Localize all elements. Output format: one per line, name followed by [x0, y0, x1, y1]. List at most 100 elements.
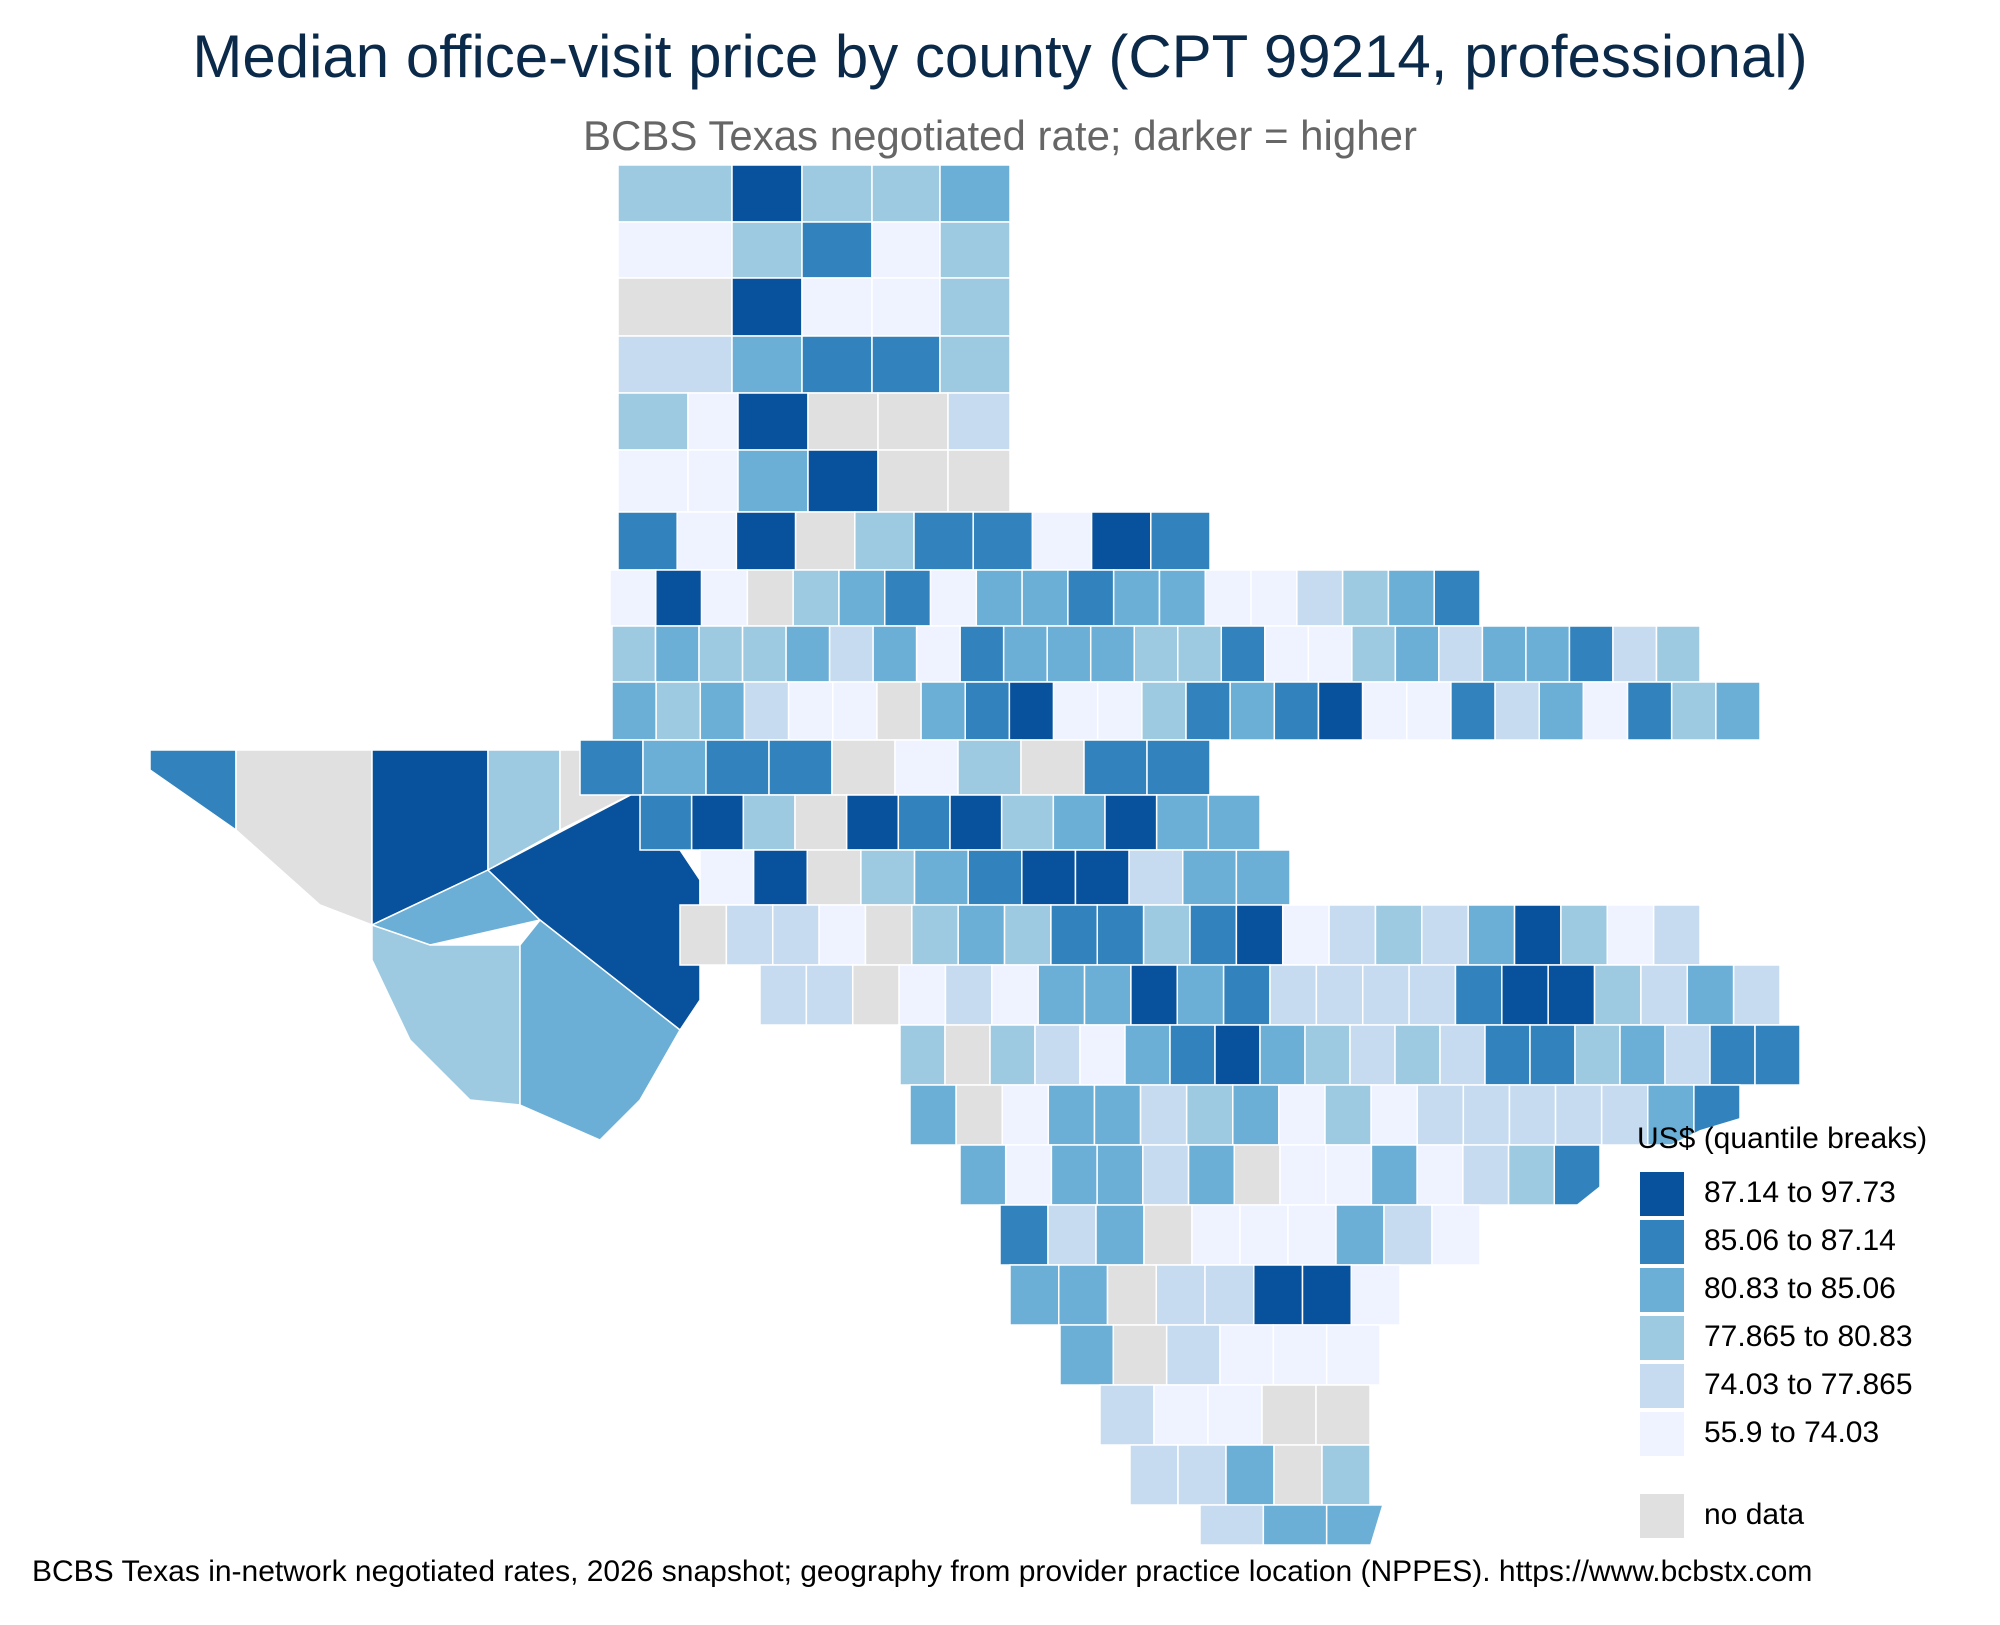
county — [989, 1024, 1036, 1086]
county — [1169, 1024, 1216, 1086]
county — [1508, 1084, 1557, 1146]
county — [1259, 1024, 1306, 1086]
county — [792, 569, 840, 627]
county — [1112, 1324, 1168, 1386]
county — [897, 794, 951, 851]
legend-label: 80.83 to 85.06 — [1704, 1272, 1896, 1305]
county — [899, 1024, 946, 1086]
county — [699, 681, 746, 741]
legend-item: 85.06 to 87.14 — [1640, 1218, 1960, 1266]
county — [1106, 1264, 1157, 1326]
county — [737, 449, 809, 513]
county — [1328, 904, 1377, 966]
county — [1529, 1024, 1576, 1086]
county — [1050, 1144, 1098, 1206]
legend-item: 80.83 to 85.06 — [1640, 1266, 1960, 1314]
county — [1321, 1444, 1371, 1506]
legend-label: no data — [1704, 1498, 1805, 1531]
county — [1232, 1084, 1280, 1146]
county — [838, 569, 886, 627]
county — [1538, 681, 1585, 741]
county — [939, 335, 1011, 394]
county — [609, 569, 657, 627]
county — [1204, 1264, 1255, 1326]
county — [1046, 625, 1092, 683]
county — [1067, 569, 1115, 627]
county — [1525, 625, 1571, 683]
county — [1004, 1144, 1053, 1206]
county — [1351, 625, 1397, 683]
county — [1165, 1324, 1221, 1386]
county — [871, 221, 941, 279]
county — [920, 681, 966, 741]
legend-swatch — [1640, 1494, 1684, 1538]
county — [1501, 964, 1549, 1026]
county — [1204, 569, 1252, 627]
county — [1454, 964, 1503, 1026]
county — [999, 1204, 1049, 1266]
county — [1341, 569, 1390, 627]
county — [1462, 1084, 1511, 1146]
county — [1150, 511, 1211, 571]
county — [1142, 1144, 1190, 1206]
county — [964, 681, 1011, 741]
county — [975, 569, 1023, 627]
county — [871, 277, 941, 337]
county — [737, 392, 809, 451]
county — [785, 625, 831, 683]
county — [1278, 1084, 1326, 1146]
county — [1281, 904, 1330, 966]
county — [794, 511, 856, 571]
county — [676, 511, 738, 571]
county — [1513, 904, 1562, 966]
county — [1394, 625, 1440, 683]
county — [1554, 1084, 1603, 1146]
county — [972, 511, 1034, 571]
county — [1655, 625, 1701, 683]
county — [1052, 681, 1099, 741]
county — [1096, 1144, 1144, 1206]
county — [1191, 1204, 1241, 1266]
county — [1560, 904, 1609, 966]
county — [955, 1084, 1003, 1146]
county — [1220, 625, 1266, 683]
county — [1361, 964, 1410, 1026]
county — [801, 335, 873, 394]
county — [1250, 569, 1298, 627]
source-caption: BCBS Texas in-network negotiated rates, … — [32, 1555, 1813, 1588]
county — [1715, 681, 1761, 741]
county — [1189, 904, 1238, 966]
county — [617, 164, 733, 223]
county — [1754, 1024, 1801, 1086]
county — [1273, 681, 1320, 741]
county — [1279, 1144, 1327, 1206]
county — [1124, 1024, 1171, 1086]
county — [957, 739, 1022, 796]
county — [700, 569, 749, 627]
county — [1155, 794, 1210, 851]
legend-label: 87.14 to 97.73 — [1704, 1176, 1896, 1209]
county — [959, 625, 1005, 683]
county — [805, 964, 854, 1026]
county — [731, 335, 803, 394]
county — [1096, 904, 1145, 966]
county — [699, 849, 755, 906]
county — [818, 904, 867, 966]
county — [909, 1084, 957, 1146]
county — [1001, 1084, 1050, 1146]
county — [1416, 1144, 1464, 1206]
county-layer — [149, 164, 1830, 1546]
county — [731, 221, 803, 279]
county — [1484, 1024, 1531, 1086]
county — [1593, 964, 1642, 1026]
county — [1090, 511, 1152, 571]
county — [1732, 964, 1781, 1026]
county — [832, 681, 878, 741]
county — [617, 277, 733, 337]
county — [1307, 625, 1353, 683]
county — [845, 794, 900, 851]
county — [1467, 904, 1516, 966]
county — [1207, 794, 1261, 851]
county — [617, 392, 689, 451]
county — [611, 681, 657, 741]
